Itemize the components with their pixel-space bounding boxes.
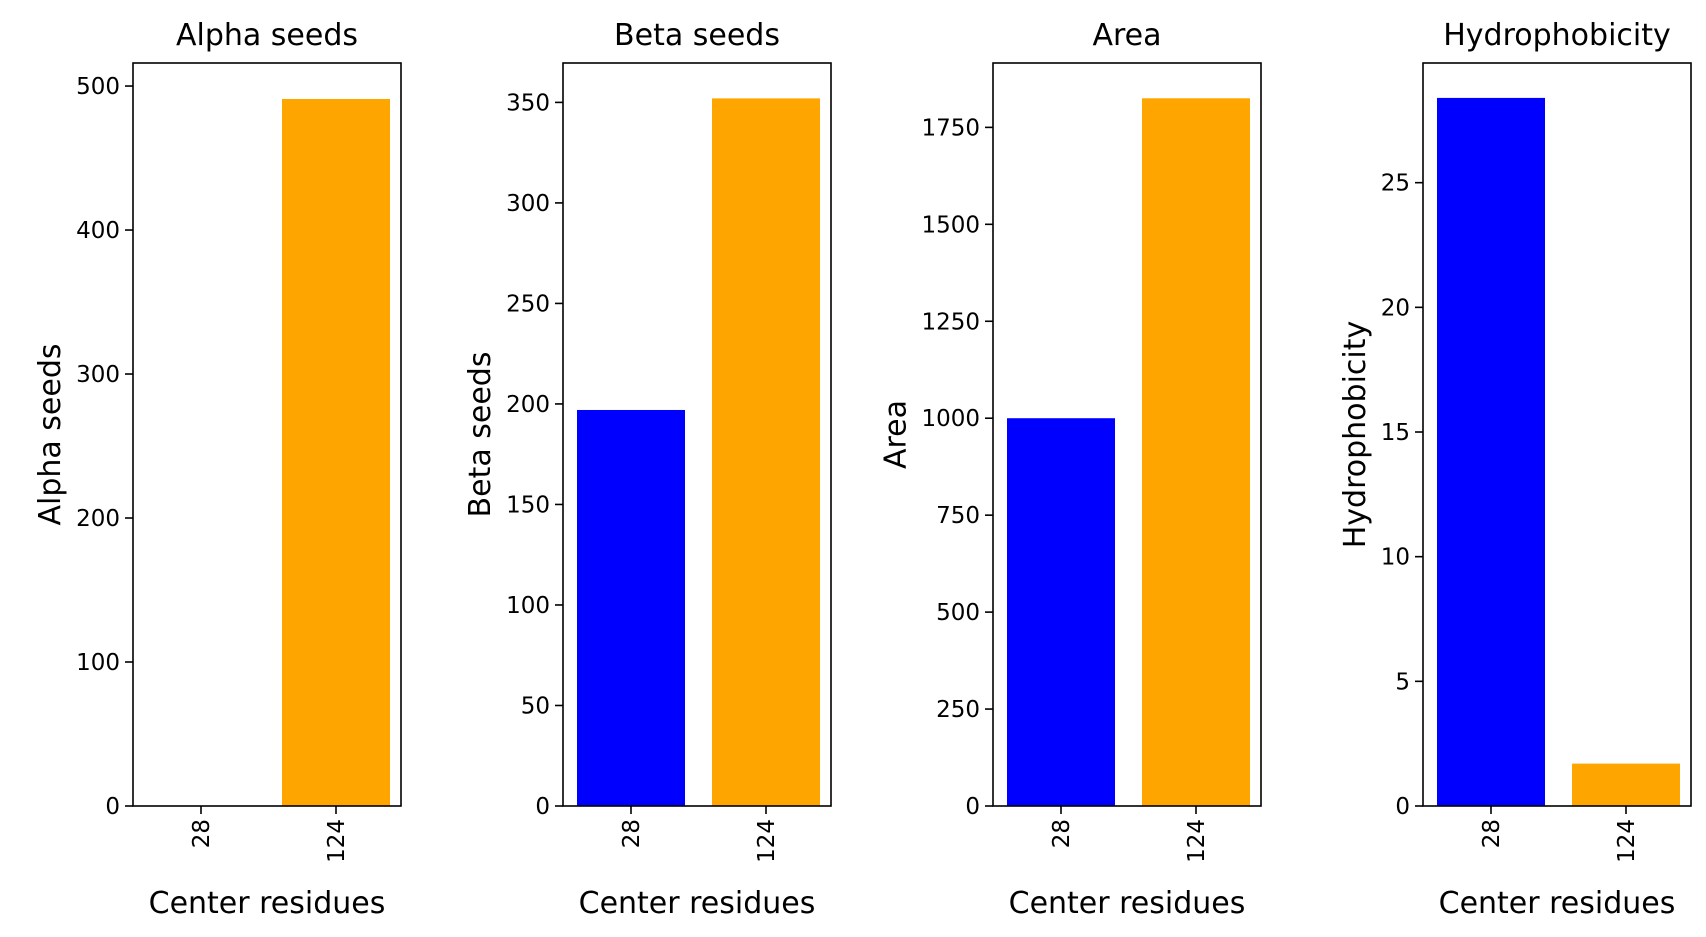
y-tick-label: 200 — [506, 392, 550, 418]
y-tick-label: 250 — [936, 697, 980, 723]
x-tick-label: 124 — [754, 819, 780, 863]
y-tick-label: 100 — [506, 593, 550, 619]
y-tick-label: 400 — [76, 218, 120, 244]
y-tick-label: 100 — [76, 650, 120, 676]
y-tick-label: 150 — [506, 492, 550, 518]
y-tick-label: 20 — [1381, 295, 1410, 321]
chart-panel-2: 0 50 100 150 200 250 300 350 28 124 Beta seeds Cent… — [463, 18, 832, 921]
y-tick-label: 0 — [105, 794, 120, 820]
chart-panel-4: 0 5 10 15 20 25 28 124 Hydrophobicity Center resi… — [1338, 18, 1692, 921]
bar-124 — [282, 98, 390, 807]
x-tick-label: 28 — [1049, 819, 1075, 848]
y-axis-label: Beta seeds — [463, 352, 498, 518]
bar-124 — [712, 98, 820, 806]
chart-title: Hydrophobicity — [1443, 18, 1671, 53]
x-axis-label: Center residues — [579, 886, 816, 921]
x-tick-label: 124 — [1184, 819, 1210, 863]
y-tick-label: 5 — [1395, 669, 1410, 695]
y-axis-label: Hydrophobicity — [1338, 321, 1373, 549]
y-tick-label: 300 — [506, 191, 550, 217]
y-tick-label: 500 — [76, 74, 120, 100]
chart-title: Beta seeds — [614, 18, 780, 53]
bar-124 — [1572, 763, 1680, 806]
y-tick-label: 0 — [1395, 794, 1410, 820]
y-tick-label: 750 — [936, 503, 980, 529]
chart-title: Alpha seeds — [176, 18, 358, 53]
y-tick-label: 0 — [535, 794, 550, 820]
axes-frame — [132, 62, 402, 807]
bar-28 — [1437, 97, 1545, 806]
y-tick-label: 0 — [965, 794, 980, 820]
y-axis-label: Area — [879, 400, 914, 469]
x-axis-label: Center residues — [149, 886, 386, 921]
y-tick-label: 1750 — [921, 115, 980, 141]
y-tick-label: 250 — [506, 291, 550, 317]
y-tick-label: 25 — [1381, 171, 1410, 197]
y-tick-label: 1250 — [921, 309, 980, 335]
y-tick-label: 300 — [76, 362, 120, 388]
x-tick-label: 28 — [619, 819, 645, 848]
axes-frame — [1422, 62, 1692, 807]
y-tick-label: 350 — [506, 90, 550, 116]
bar-124 — [1142, 98, 1250, 806]
y-tick-label: 10 — [1381, 545, 1410, 571]
x-tick-label: 124 — [1614, 819, 1640, 863]
y-tick-label: 50 — [521, 693, 550, 719]
bar-28 — [577, 409, 685, 806]
y-tick-label: 15 — [1381, 420, 1410, 446]
y-tick-label: 1000 — [921, 406, 980, 432]
bar-28 — [1007, 418, 1115, 806]
y-tick-label: 200 — [76, 506, 120, 532]
x-tick-label: 124 — [324, 819, 350, 863]
axes-frame — [992, 62, 1262, 807]
y-axis-label: Alpha seeds — [33, 343, 68, 525]
chart-title: Area — [1092, 18, 1161, 53]
chart-panel-1: 0 100 200 300 400 500 28 124 Alpha seeds Center r… — [33, 18, 402, 921]
x-tick-label: 28 — [1479, 819, 1505, 848]
y-tick-label: 500 — [936, 600, 980, 626]
y-tick-label: 1500 — [921, 212, 980, 238]
x-axis-label: Center residues — [1009, 886, 1246, 921]
x-tick-label: 28 — [189, 819, 215, 848]
axes-frame — [562, 62, 832, 807]
chart-panel-3: 0 250 500 750 1000 1250 1500 1750 28 124 Area Cente… — [879, 18, 1262, 921]
x-axis-label: Center residues — [1439, 886, 1676, 921]
